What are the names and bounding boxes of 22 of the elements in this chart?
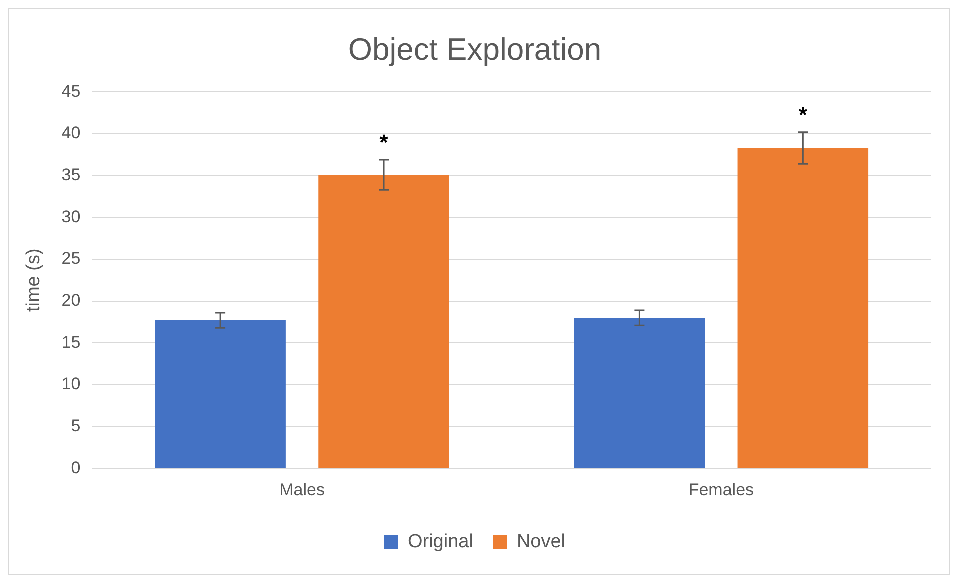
y-tick-label: 0 bbox=[71, 458, 81, 478]
x-tick-label: Males bbox=[280, 480, 325, 500]
chart-title: Object Exploration bbox=[348, 32, 602, 68]
y-tick-label: 35 bbox=[62, 166, 81, 185]
y-tick-label: 45 bbox=[62, 82, 81, 101]
y-axis-title: time (s) bbox=[24, 248, 45, 312]
bar bbox=[574, 318, 706, 468]
y-tick-label: 15 bbox=[62, 332, 81, 352]
bar bbox=[155, 320, 286, 468]
legend-label: Novel bbox=[516, 532, 566, 553]
y-tick-label: 10 bbox=[62, 374, 81, 394]
y-tick-label: 30 bbox=[62, 207, 81, 226]
y-tick-label: 40 bbox=[62, 124, 81, 143]
bar bbox=[318, 175, 450, 468]
annotation: * bbox=[798, 102, 808, 128]
x-tick-label: Females bbox=[688, 480, 754, 500]
y-tick-label: 20 bbox=[62, 291, 81, 310]
annotation: * bbox=[380, 130, 389, 156]
legend-label: Original bbox=[408, 532, 474, 553]
y-tick-label: 5 bbox=[71, 416, 81, 436]
bar bbox=[738, 148, 869, 468]
y-tick-label: 25 bbox=[62, 249, 81, 268]
